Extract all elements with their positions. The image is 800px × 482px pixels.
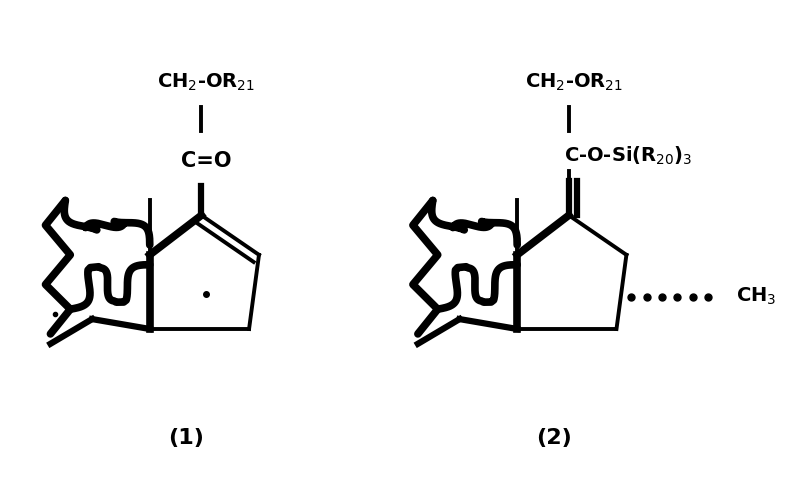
Text: CH$_2$-OR$_{21}$: CH$_2$-OR$_{21}$	[158, 71, 255, 93]
Text: CH$_2$-OR$_{21}$: CH$_2$-OR$_{21}$	[525, 71, 622, 93]
Text: C-O-Si(R$_{20}$)$_3$: C-O-Si(R$_{20}$)$_3$	[564, 145, 693, 167]
Text: C=O: C=O	[181, 151, 232, 171]
Text: (1): (1)	[169, 428, 205, 448]
Text: CH$_3$: CH$_3$	[736, 286, 776, 308]
Text: (2): (2)	[536, 428, 572, 448]
